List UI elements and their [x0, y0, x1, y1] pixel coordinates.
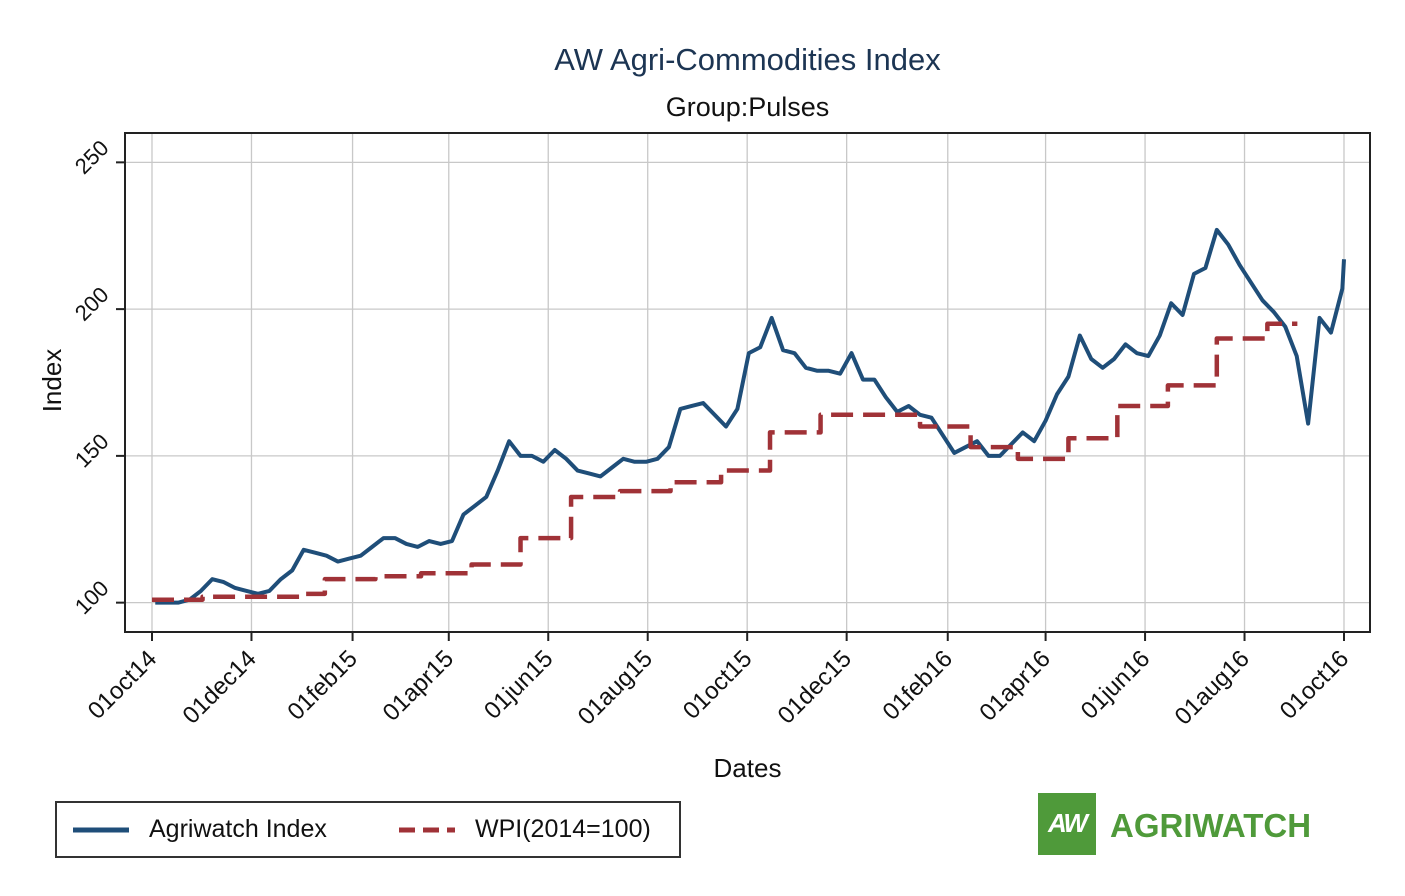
y-tick-label: 150: [70, 429, 114, 473]
x-tick-label: 01oct15: [678, 645, 757, 724]
x-tick-label: 01oct14: [83, 645, 162, 724]
legend-label-agriwatch: Agriwatch Index: [149, 815, 327, 843]
series-line-wpi: [152, 321, 1298, 602]
x-axis-title: Dates: [714, 753, 782, 783]
legend-label-wpi: WPI(2014=100): [475, 815, 651, 843]
x-tick-label: 01oct16: [1275, 645, 1354, 724]
x-tick-label: 01dec14: [177, 645, 261, 729]
y-axis-title: Index: [37, 349, 67, 413]
chart-title: AW Agri-Commodities Index: [554, 42, 941, 77]
x-tick-label: 01jun16: [1076, 645, 1155, 724]
x-tick-label: 01apr16: [974, 645, 1055, 726]
x-tick-label: 01aug15: [573, 645, 658, 730]
legend-item-agriwatch: Agriwatch Index: [73, 803, 327, 856]
series-line-agriwatch-index: [155, 227, 1346, 605]
y-tick-label: 250: [70, 135, 114, 179]
chart-subtitle: Group:Pulses: [665, 92, 830, 122]
x-tick-label: 01aug16: [1170, 645, 1255, 730]
legend-item-wpi: WPI(2014=100): [399, 803, 651, 856]
grid-layer: [125, 133, 1370, 632]
legend: Agriwatch Index WPI(2014=100): [55, 801, 681, 858]
y-tick-label: 200: [70, 282, 114, 326]
logo-mark-text: AW: [1048, 808, 1088, 838]
legend-swatch-agriwatch: [73, 827, 129, 832]
x-tick-label: 01apr15: [378, 645, 459, 726]
x-tick-label: 01jun15: [479, 645, 558, 724]
x-tick-label: 01feb15: [282, 645, 362, 725]
series-layer: [152, 227, 1346, 605]
legend-swatch-wpi: [399, 827, 455, 832]
x-tick-label: 01feb16: [878, 645, 958, 725]
axis-layer: 100 150 200 250 01oct14 01dec14 01feb15 01apr15…: [37, 135, 1354, 783]
logo-name-text: AGRIWATCH: [1110, 807, 1312, 844]
agriwatch-logo: AW AGRIWATCH: [1038, 793, 1338, 857]
y-tick-label: 100: [70, 576, 114, 620]
agriwatch-logo-mark: AW: [1038, 793, 1096, 855]
x-tick-label: 01dec15: [773, 645, 857, 729]
